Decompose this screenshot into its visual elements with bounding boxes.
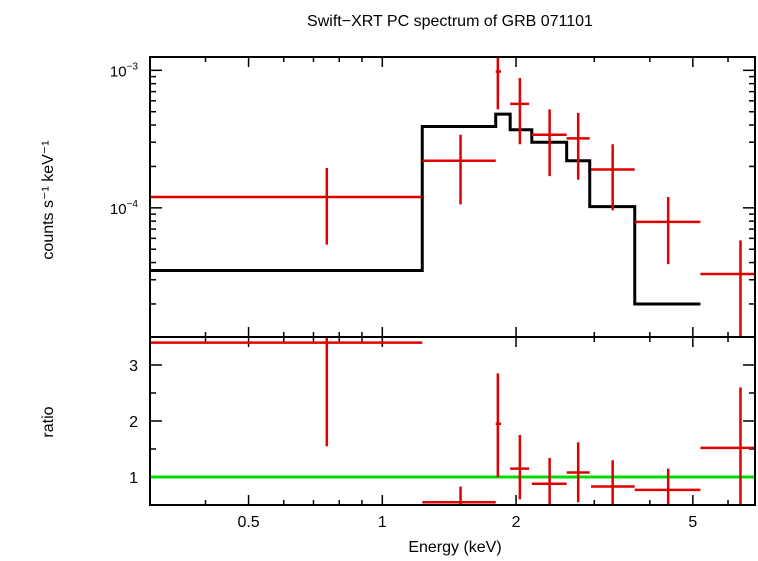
ratio-plot-frame <box>149 336 756 506</box>
ratio-y-tick-label: 1 <box>129 470 138 487</box>
x-tick-label: 2 <box>512 514 521 531</box>
spectrum-y-tick-exponent: −3 <box>127 61 139 72</box>
ratio-panel: 1 2 3 0.5 1 2 5 <box>129 336 756 531</box>
spectrum-y-axis-label: counts s⁻¹ keV⁻¹ <box>40 140 57 259</box>
x-tick-label: 0.5 <box>237 514 259 531</box>
chart-title: Swift−XRT PC spectrum of GRB 071101 <box>307 13 593 30</box>
spectrum-y-tick-label: 10−3 <box>110 61 139 80</box>
spectrum-y-tick-exponent: −4 <box>127 199 139 210</box>
model-step-line <box>150 112 701 306</box>
spectrum-y-tick-label: 10−4 <box>110 199 139 218</box>
ratio-y-tick-label: 3 <box>129 358 138 375</box>
x-tick-label: 1 <box>378 514 387 531</box>
x-axis-label: Energy (keV) <box>408 539 501 556</box>
ratio-y-axis-label: ratio <box>40 406 57 437</box>
ratio-y-tick-label: 2 <box>129 414 138 431</box>
spectrum-panel: 10−4 10−3 <box>110 56 756 338</box>
x-tick-label: 5 <box>688 514 697 531</box>
